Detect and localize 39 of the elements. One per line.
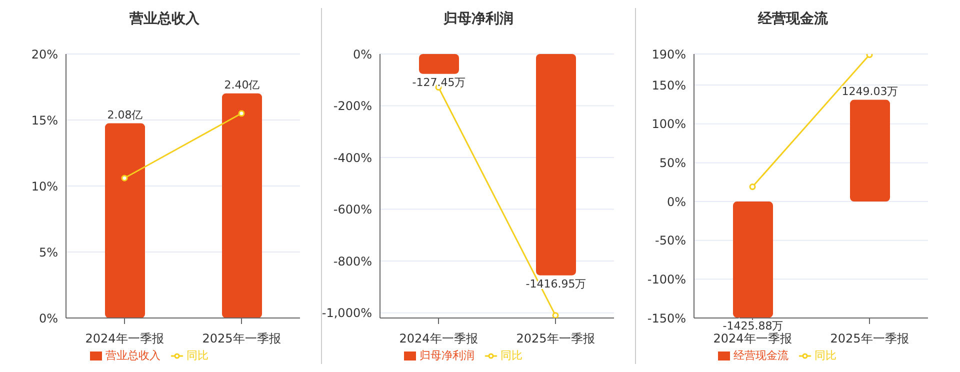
data-label: -127.45万 bbox=[412, 76, 466, 89]
y-tick-label: 15% bbox=[31, 113, 58, 128]
data-label: 2.08亿 bbox=[107, 108, 143, 122]
x-tick-label: 2025年一季报 bbox=[516, 332, 595, 346]
y-tick-label: 50% bbox=[659, 156, 686, 170]
y-tick-label: -100% bbox=[647, 272, 686, 286]
y-tick-label: -50% bbox=[654, 234, 686, 248]
data-label: 1249.03万 bbox=[842, 84, 898, 98]
x-tick-label: 2024年一季报 bbox=[399, 332, 478, 346]
x-tick-label: 2025年一季报 bbox=[830, 332, 909, 346]
legend-label: 经营现金流 bbox=[734, 349, 788, 362]
y-tick-label: 5% bbox=[38, 245, 58, 260]
y-tick-label: -1,000% bbox=[322, 306, 372, 320]
y-tick-label: 0% bbox=[38, 311, 58, 326]
y-tick-label: -200% bbox=[333, 99, 372, 114]
y-tick-label: -150% bbox=[647, 311, 686, 326]
legend-label: 归母净利润 bbox=[420, 349, 474, 362]
data-label: -1425.88万 bbox=[722, 320, 784, 333]
y-tick-label: 0% bbox=[352, 47, 372, 62]
y-tick-label: 100% bbox=[652, 117, 686, 132]
legend-label: 同比 bbox=[186, 349, 208, 362]
chart-title: 归母净利润 bbox=[442, 10, 514, 29]
y-tick-label: -400% bbox=[333, 150, 372, 165]
y-tick-label: 10% bbox=[31, 179, 58, 194]
y-tick-label: 190% bbox=[652, 47, 686, 62]
y-tick-label: -800% bbox=[333, 254, 372, 268]
legend-label: 同比 bbox=[500, 349, 522, 362]
chart-title: 营业总收入 bbox=[128, 10, 200, 29]
y-tick-label: 0% bbox=[666, 194, 686, 209]
data-label: 2.40亿 bbox=[224, 78, 260, 92]
y-tick-label: -600% bbox=[333, 202, 372, 217]
y-tick-label: 150% bbox=[652, 78, 686, 92]
legend-label: 同比 bbox=[814, 349, 836, 362]
y-tick-label: 20% bbox=[31, 47, 58, 62]
x-tick-label: 2025年一季报 bbox=[202, 332, 281, 346]
chart-title: 经营现金流 bbox=[756, 10, 829, 29]
x-tick-label: 2024年一季报 bbox=[85, 332, 164, 346]
legend-label: 营业总收入 bbox=[106, 349, 160, 362]
x-tick-label: 2024年一季报 bbox=[713, 332, 792, 346]
